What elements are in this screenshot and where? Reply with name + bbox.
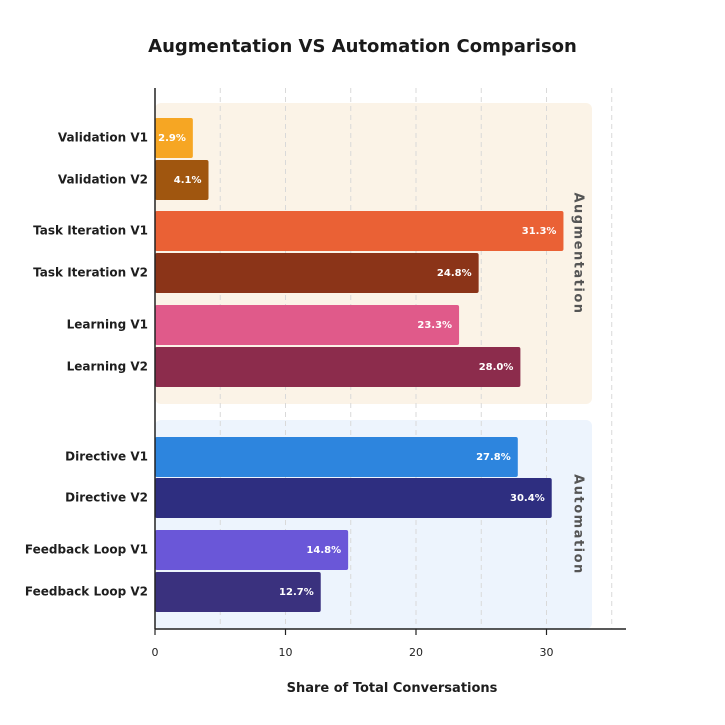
bar-feedback-loop-v2 — [155, 572, 321, 612]
bar-feedback-loop-v1 — [155, 530, 349, 570]
value-label-validation-v1: 2.9% — [158, 133, 186, 144]
value-label-feedback-loop-v2: 12.7% — [279, 587, 314, 598]
value-label-feedback-loop-v1: 14.8% — [306, 545, 341, 556]
chart-title: Augmentation VS Automation Comparison — [148, 36, 577, 57]
value-label-task-iteration-v2: 24.8% — [437, 268, 472, 279]
bar-task-iteration-v1 — [155, 211, 564, 251]
x-tick-label: 10 — [279, 646, 293, 659]
category-label-task-iteration-v2: Task Iteration V2 — [33, 266, 148, 280]
x-tick-label: 30 — [540, 646, 554, 659]
category-label-task-iteration-v1: Task Iteration V1 — [33, 224, 148, 238]
group-label-automation: Automation — [571, 474, 586, 575]
x-axis-title: Share of Total Conversations — [287, 681, 498, 696]
x-tick-label: 20 — [409, 646, 423, 659]
axes — [154, 88, 626, 630]
group-label-augmentation: Augmentation — [571, 192, 586, 314]
category-label-validation-v1: Validation V1 — [58, 131, 148, 145]
bar-learning-v1 — [155, 305, 460, 345]
labels: Augmentation Automation Validation V1 2.9% V… — [25, 131, 586, 660]
bar-directive-v2 — [155, 478, 552, 518]
bars — [155, 118, 564, 612]
bar-validation-v2 — [155, 160, 209, 200]
category-label-directive-v2: Directive V2 — [65, 491, 148, 505]
bar-validation-v1 — [155, 118, 193, 158]
category-label-directive-v1: Directive V1 — [65, 450, 148, 464]
category-label-feedback-loop-v1: Feedback Loop V1 — [25, 543, 148, 557]
value-label-validation-v2: 4.1% — [174, 175, 202, 186]
category-label-learning-v2: Learning V2 — [67, 360, 148, 374]
bar-task-iteration-v2 — [155, 253, 479, 293]
value-label-task-iteration-v1: 31.3% — [522, 226, 557, 237]
x-tick-label: 0 — [152, 646, 159, 659]
bar-learning-v2 — [155, 347, 521, 387]
value-label-directive-v1: 27.8% — [476, 452, 511, 463]
value-label-learning-v2: 28.0% — [479, 362, 514, 373]
value-label-learning-v1: 23.3% — [417, 320, 452, 331]
category-label-learning-v1: Learning V1 — [67, 318, 148, 332]
value-label-directive-v2: 30.4% — [510, 493, 545, 504]
bar-directive-v1 — [155, 437, 518, 477]
category-label-validation-v2: Validation V2 — [58, 173, 148, 187]
category-label-feedback-loop-v2: Feedback Loop V2 — [25, 585, 148, 599]
